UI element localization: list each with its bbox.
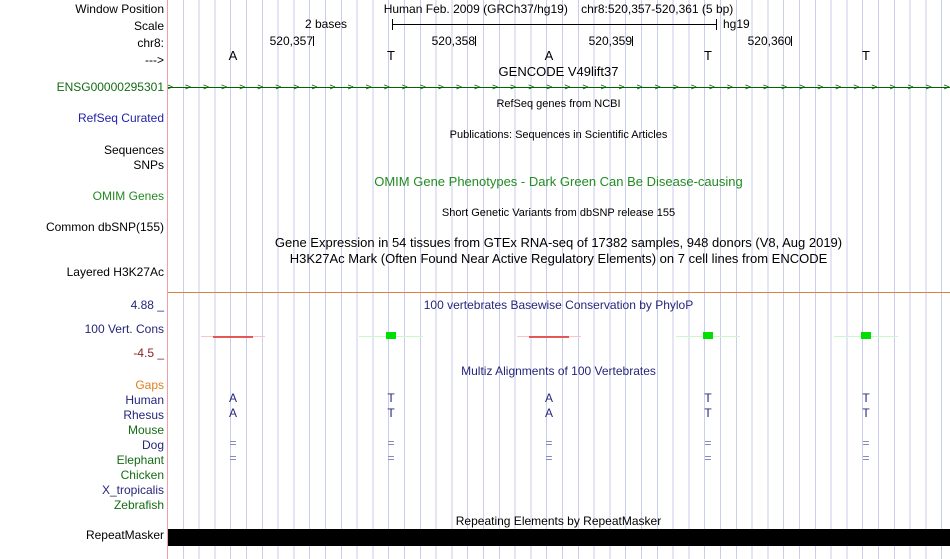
assembly-title: Human Feb. 2009 (GRCh37/hg19): [383, 2, 568, 16]
multiz-base-human: T: [704, 391, 712, 405]
multiz-base-rhesus: A: [544, 406, 554, 420]
multiz-base-elephant: =: [387, 451, 395, 465]
multiz-base-elephant: =: [545, 451, 553, 465]
gencode-track-title: GENCODE V49lift37: [498, 64, 619, 79]
ruler-coordinate-label: 520,360: [747, 34, 791, 48]
conservation-bar[interactable]: [213, 336, 253, 338]
label-species-mouse[interactable]: Mouse: [127, 423, 164, 437]
ruler-coordinate-tick: [475, 36, 476, 46]
label-gaps[interactable]: Gaps: [135, 378, 164, 392]
multiz-base-elephant: =: [704, 451, 712, 465]
label-cons-min: -4.5 _: [133, 346, 164, 360]
ruler-coordinate-label: 520,359: [588, 34, 632, 48]
label-species-zebrafish[interactable]: Zebrafish: [113, 498, 164, 512]
reference-base-letter: T: [704, 48, 712, 63]
multiz-base-rhesus: A: [228, 406, 238, 420]
multiz-base-rhesus: T: [704, 406, 712, 420]
multiz-base-dog: =: [387, 436, 395, 450]
multiz-base-rhesus: T: [387, 406, 395, 420]
gencode-transcript-line: [167, 87, 950, 88]
conservation-plot[interactable]: [167, 296, 950, 352]
multiz-track-title: Multiz Alignments of 100 Vertebrates: [461, 364, 656, 378]
ruler-coordinate-label: 520,357: [269, 34, 313, 48]
coordinate-ruler[interactable]: 520,357 520,358 520,359 520,360: [167, 35, 950, 49]
gencode-strand-arrows-icon: > > > > > > > > > > > > > > > > > > > > …: [167, 82, 950, 93]
label-omim-genes[interactable]: OMIM Genes: [92, 189, 164, 203]
publications-track-title: Publications: Sequences in Scientific Ar…: [449, 129, 668, 141]
label-layered-h3k27ac[interactable]: Layered H3K27Ac: [66, 265, 164, 279]
multiz-base-dog: =: [545, 436, 553, 450]
multiz-base-dog: =: [229, 436, 237, 450]
label-gencode-gene[interactable]: ENSG00000295301: [56, 80, 164, 94]
scale-label: 2 bases: [304, 17, 347, 31]
multiz-alignment-rows[interactable]: A T A T T A T A T T = = = = = = = = = =: [167, 392, 950, 512]
label-snps[interactable]: SNPs: [133, 158, 164, 172]
label-species-rhesus[interactable]: Rhesus: [123, 408, 164, 422]
track-left-border: [167, 0, 168, 559]
omim-track-title: OMIM Gene Phenotypes - Dark Green Can Be…: [374, 174, 743, 189]
label-species-human[interactable]: Human: [125, 393, 164, 407]
repeatmasker-track-title: Repeating Elements by RepeatMasker: [455, 514, 662, 528]
base-gridlines: [167, 0, 950, 559]
label-cons-max: 4.88 _: [130, 298, 164, 312]
label-cons-track[interactable]: 100 Vert. Cons: [84, 322, 164, 336]
track-data-area[interactable]: Human Feb. 2009 (GRCh37/hg19) chr8:520,3…: [167, 0, 950, 559]
label-species-elephant[interactable]: Elephant: [116, 453, 164, 467]
ruler-coordinate-tick: [313, 36, 314, 46]
h3k27ac-track-title: H3K27Ac Mark (Often Found Near Active Re…: [289, 251, 828, 266]
conservation-bar[interactable]: [703, 332, 713, 339]
multiz-base-elephant: =: [862, 451, 870, 465]
scale-bar: [392, 24, 716, 25]
conservation-top-border: [167, 292, 950, 293]
conservation-bar[interactable]: [861, 332, 871, 339]
scale-row: 2 bases hg19: [167, 18, 950, 34]
multiz-base-dog: =: [704, 436, 712, 450]
phylop-track-title: 100 vertebrates Basewise Conservation by…: [423, 298, 694, 312]
label-window-position: Window Position: [75, 2, 164, 16]
repeatmasker-feature-bar[interactable]: [167, 529, 950, 546]
window-position-text: Human Feb. 2009 (GRCh37/hg19) chr8:520,3…: [167, 3, 950, 15]
multiz-base-human: T: [862, 391, 870, 405]
scale-cap-left: [392, 19, 393, 30]
label-scale: Scale: [133, 19, 164, 33]
label-species-x_tropicalis[interactable]: X_tropicalis: [101, 483, 164, 497]
multiz-base-dog: =: [862, 436, 870, 450]
ruler-coordinate-tick: [632, 36, 633, 46]
label-chrom: chr8:: [137, 36, 164, 50]
position-text: chr8:520,357-520,361 (5 bp): [581, 2, 734, 16]
conservation-bar[interactable]: [386, 332, 396, 339]
multiz-base-rhesus: T: [862, 406, 870, 420]
scale-cap-right: [716, 19, 717, 30]
multiz-base-human: A: [228, 391, 238, 405]
gencode-gene-track[interactable]: > > > > > > > > > > > > > > > > > > > > …: [167, 81, 950, 93]
label-species-chicken[interactable]: Chicken: [120, 468, 164, 482]
dbsnp-track-title: Short Genetic Variants from dbSNP releas…: [441, 207, 676, 219]
label-repeatmasker[interactable]: RepeatMasker: [85, 528, 164, 542]
conservation-bar[interactable]: [529, 336, 569, 338]
ruler-coordinate-label: 520,358: [431, 34, 475, 48]
label-sequences[interactable]: Sequences: [103, 143, 164, 157]
multiz-base-elephant: =: [229, 451, 237, 465]
label-species-dog[interactable]: Dog: [141, 438, 164, 452]
db-label: hg19: [723, 17, 750, 31]
multiz-base-human: A: [544, 391, 554, 405]
refseq-track-title: RefSeq genes from NCBI: [496, 98, 621, 110]
gtex-track-title: Gene Expression in 54 tissues from GTEx …: [274, 235, 843, 250]
multiz-base-human: T: [387, 391, 395, 405]
ruler-coordinate-tick: [791, 36, 792, 46]
label-strand: --->: [145, 53, 164, 67]
reference-base-letter: T: [862, 48, 870, 63]
reference-base-letter: A: [544, 48, 554, 63]
label-common-dbsnp[interactable]: Common dbSNP(155): [45, 220, 164, 234]
track-label-column: Window Position Scale chr8: ---> ENSG000…: [0, 0, 164, 559]
reference-base-letter: A: [228, 48, 238, 63]
label-refseq-curated[interactable]: RefSeq Curated: [77, 111, 164, 125]
reference-base-letter: T: [387, 48, 395, 63]
